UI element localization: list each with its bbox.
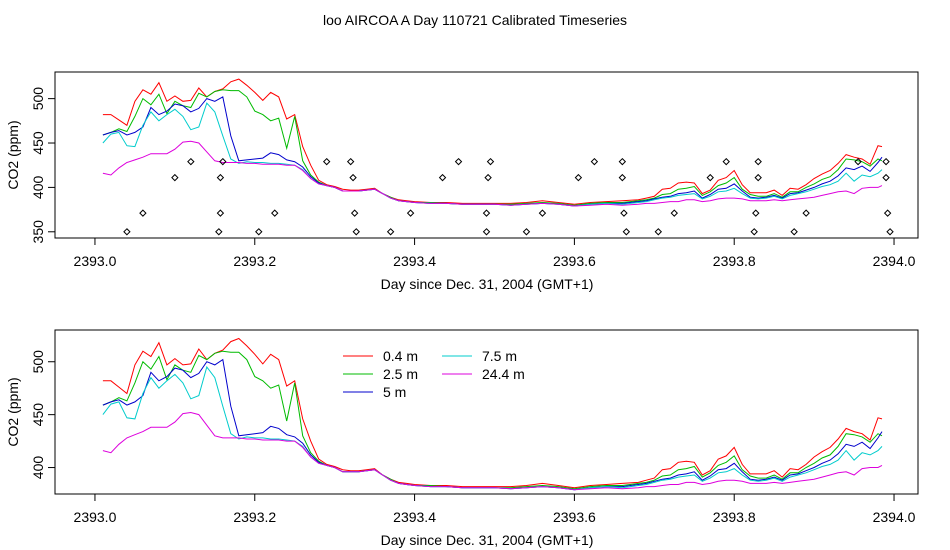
point-marker xyxy=(882,173,890,182)
point-marker xyxy=(654,228,663,236)
point-marker xyxy=(482,228,491,236)
point-marker xyxy=(790,228,798,236)
point-marker xyxy=(618,173,627,182)
point-marker xyxy=(883,209,892,217)
point-marker xyxy=(622,228,631,236)
point-marker xyxy=(722,157,730,166)
point-marker xyxy=(216,173,225,182)
point-marker xyxy=(482,209,491,217)
bottom-xlabel: Day since Dec. 31, 2004 (GMT+1) xyxy=(381,532,594,548)
point-marker xyxy=(574,173,583,182)
bottom-xtick-label: 2393.2 xyxy=(233,509,276,525)
figure-title: loo AIRCOA A Day 110721 Calibrated Times… xyxy=(323,12,627,28)
point-marker xyxy=(484,173,492,182)
point-marker xyxy=(618,157,627,166)
bottom-xtick-label: 2393.0 xyxy=(74,509,117,525)
point-marker xyxy=(670,209,678,217)
bottom-panel: CO2 (ppm) Day since Dec. 31, 2004 (GMT+1… xyxy=(5,329,919,548)
top-series-line xyxy=(102,140,883,207)
point-marker xyxy=(139,209,147,217)
legend: 0.4 m 2.5 m 5 m 7.5 m 24.4 m xyxy=(343,348,525,400)
point-marker xyxy=(590,157,599,166)
point-marker xyxy=(854,157,862,166)
top-plot-frame xyxy=(54,71,919,239)
bottom-series-line xyxy=(102,365,883,491)
point-marker xyxy=(406,209,415,217)
point-marker xyxy=(352,228,360,236)
point-marker xyxy=(123,228,131,236)
bottom-ytick-label: 450 xyxy=(30,403,46,427)
point-marker xyxy=(219,157,227,166)
top-xtick-label: 2393.6 xyxy=(553,253,596,269)
point-marker xyxy=(349,173,357,182)
top-xtick-label: 2394.0 xyxy=(873,253,916,269)
point-marker xyxy=(216,209,225,217)
point-marker xyxy=(538,209,547,217)
bottom-xtick-label: 2394.0 xyxy=(873,509,916,525)
top-xtick-label: 2393.8 xyxy=(713,253,756,269)
point-marker xyxy=(750,228,758,236)
top-ylabel: CO2 (ppm) xyxy=(5,120,21,189)
bottom-ytick-label: 400 xyxy=(30,456,46,480)
top-xtick-label: 2393.0 xyxy=(74,253,117,269)
point-marker xyxy=(215,228,223,236)
point-marker xyxy=(438,173,447,182)
top-ytick-label: 350 xyxy=(30,220,46,244)
bottom-series-line xyxy=(102,411,883,491)
point-marker xyxy=(486,157,495,166)
top-panel: CO2 (ppm) Day since Dec. 31, 2004 (GMT+1… xyxy=(5,71,919,292)
point-marker xyxy=(752,209,760,217)
legend-label: 7.5 m xyxy=(482,348,517,364)
bottom-xtick-label: 2393.4 xyxy=(393,509,436,525)
point-marker xyxy=(255,228,263,236)
bottom-ylabel: CO2 (ppm) xyxy=(5,377,21,446)
point-marker xyxy=(386,228,395,236)
point-marker xyxy=(882,157,890,166)
top-ytick-label: 400 xyxy=(30,176,46,200)
bottom-axes: 2393.0 2393.2 2393.4 2393.6 2393.8 2394.0 400 4… xyxy=(30,350,916,525)
top-series-line xyxy=(102,96,883,207)
bottom-plot-frame xyxy=(54,329,919,495)
point-marker xyxy=(322,157,331,166)
point-marker xyxy=(522,228,531,236)
legend-label: 5 m xyxy=(383,384,406,400)
point-marker xyxy=(271,209,279,217)
top-xtick-label: 2393.4 xyxy=(393,253,436,269)
top-ytick-label: 500 xyxy=(30,87,46,111)
top-series-line xyxy=(102,102,883,207)
top-series-line xyxy=(102,89,883,206)
top-xlabel: Day since Dec. 31, 2004 (GMT+1) xyxy=(381,276,594,292)
bottom-series-lines xyxy=(102,337,883,491)
point-marker xyxy=(187,157,195,166)
top-point-markers xyxy=(123,157,894,236)
legend-label: 2.5 m xyxy=(383,366,418,382)
point-marker xyxy=(886,228,894,236)
top-axes: 2393.0 2393.2 2393.4 2393.6 2393.8 2394.0 350 4… xyxy=(30,87,916,269)
point-marker xyxy=(171,173,179,182)
top-xtick-label: 2393.2 xyxy=(233,253,276,269)
point-marker xyxy=(706,173,714,182)
legend-label: 24.4 m xyxy=(482,366,525,382)
top-series-lines xyxy=(102,78,883,207)
point-marker xyxy=(350,209,359,217)
point-marker xyxy=(346,157,355,166)
point-marker xyxy=(754,173,762,182)
top-series-line xyxy=(102,78,883,205)
point-marker xyxy=(454,157,463,166)
legend-label: 0.4 m xyxy=(383,348,418,364)
bottom-xtick-label: 2393.6 xyxy=(553,509,596,525)
bottom-ytick-label: 500 xyxy=(30,350,46,374)
point-marker xyxy=(754,157,762,166)
top-ytick-label: 450 xyxy=(30,131,46,155)
point-marker xyxy=(802,209,810,217)
bottom-xtick-label: 2393.8 xyxy=(713,509,756,525)
point-marker xyxy=(620,209,628,217)
